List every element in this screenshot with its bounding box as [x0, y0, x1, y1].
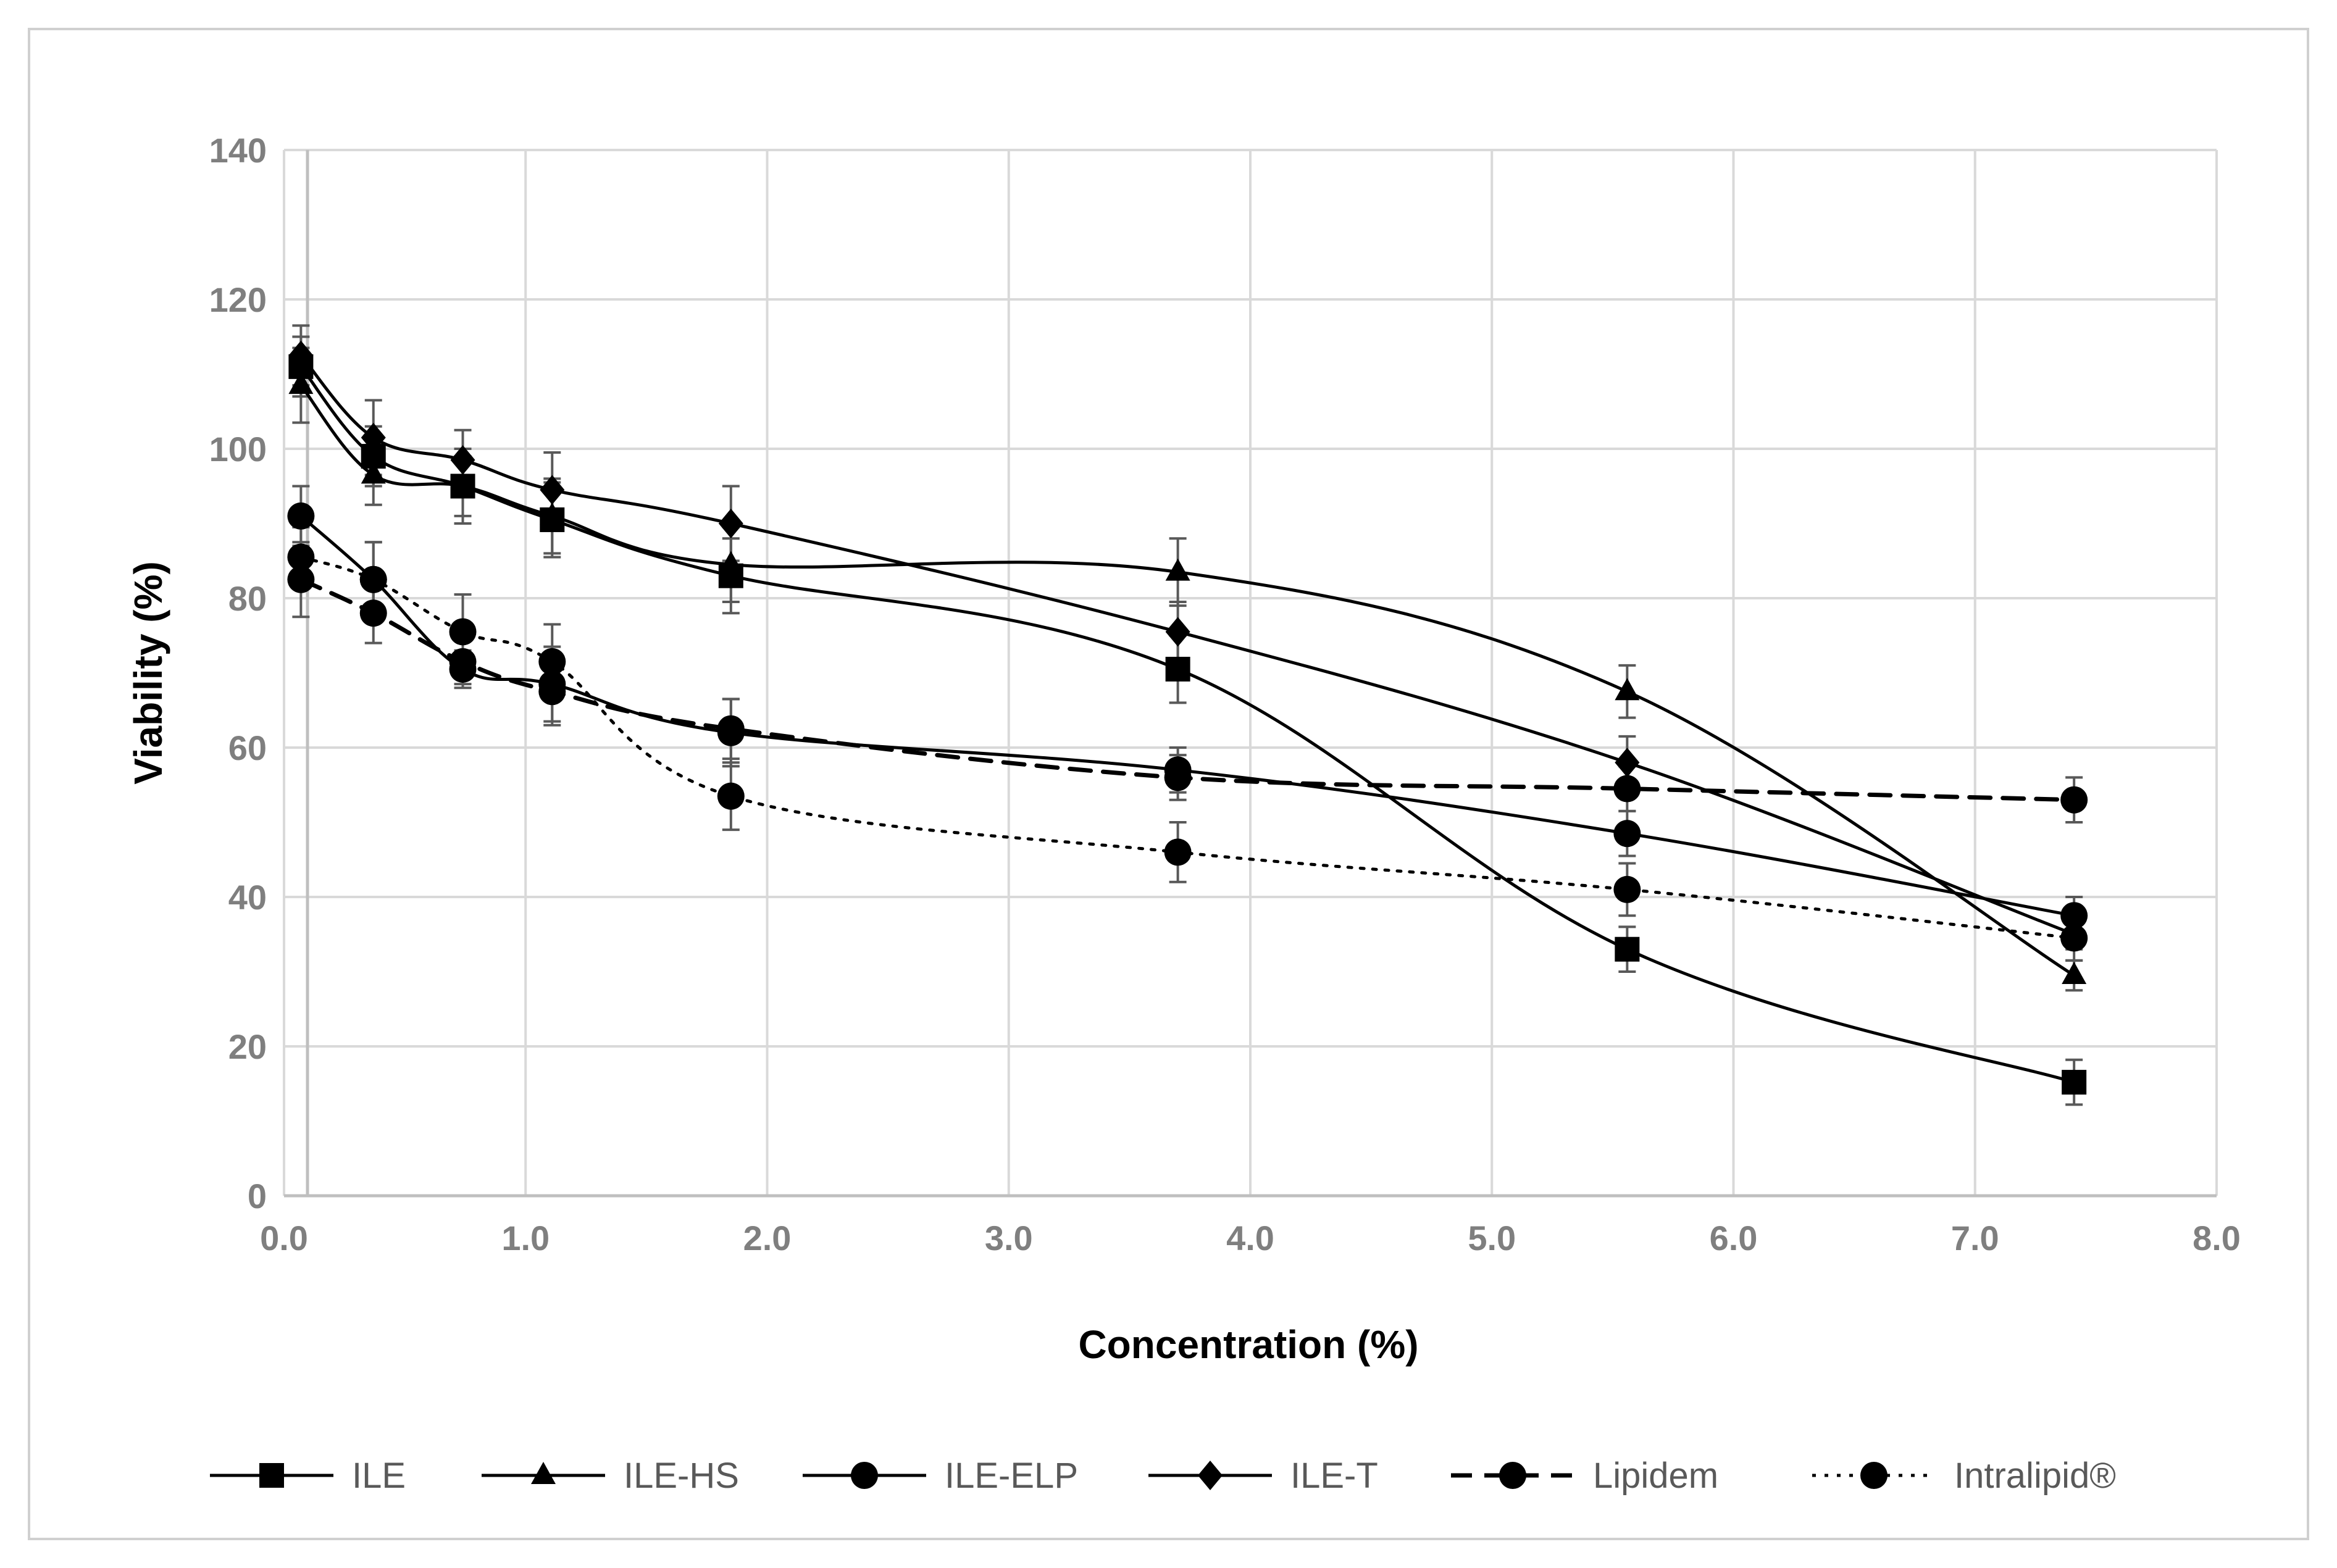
data-point-ile [1165, 656, 1190, 682]
data-point-ile-hs [540, 502, 565, 525]
data-point-ile-hs [2062, 962, 2087, 985]
data-point-lipidem [1613, 775, 1641, 803]
error-bars [292, 324, 2083, 1106]
x-tick-label: 4.0 [1226, 1219, 1274, 1257]
y-tick-label: 80 [228, 579, 267, 618]
data-point-ile-t [540, 475, 565, 505]
y-axis-title: Viability (%) [126, 561, 170, 785]
legend-marker-ile [259, 1463, 284, 1488]
y-tick-label: 20 [228, 1027, 267, 1066]
data-point-ile-hs [1615, 678, 1640, 701]
data-point-intralipid [359, 565, 387, 593]
chart-frame [28, 28, 2309, 1540]
axes: 0 20 40 60 80 100 120 140 0.0 1.0 2.0 3.0 4.0 5.0 6.0 7… [209, 131, 2241, 1257]
data-point-ile-hs [1165, 558, 1190, 581]
series-line-ile-t [299, 354, 2076, 936]
data-point-lipidem [1164, 764, 1192, 791]
data-point-intralipid [717, 782, 745, 810]
legend-label-lipidem: Lipidem [1593, 1456, 1718, 1496]
data-point-lipidem [538, 678, 566, 706]
legend-label-ile-elp: ILE-ELP [945, 1456, 1078, 1496]
data-point-ile [2062, 1070, 2087, 1095]
legend-marker-ile-hs [531, 1462, 556, 1484]
y-tick-label: 60 [228, 728, 267, 767]
data-point-lipidem [287, 565, 315, 593]
series-line-ile [299, 365, 2076, 1084]
data-point-intralipid [1164, 838, 1192, 866]
legend-label-intralipid: Intralipid® [1954, 1456, 2116, 1496]
x-tick-label: 5.0 [1468, 1219, 1516, 1257]
data-point-ile [1615, 936, 1640, 962]
data-point-ile-t [450, 445, 475, 475]
data-point-ile-elp [1613, 820, 1641, 848]
series-line-intralipid [299, 555, 2076, 940]
data-point-intralipid [287, 543, 315, 571]
y-tick-label: 0 [248, 1177, 267, 1216]
y-tick-label: 120 [209, 280, 267, 319]
data-point-lipidem [449, 648, 477, 675]
series-lines [298, 354, 2076, 1084]
data-point-intralipid [538, 648, 566, 675]
legend-label-ile-t: ILE-T [1290, 1456, 1378, 1496]
data-point-ile-t [1615, 748, 1640, 778]
x-axis-title: Concentration (%) [1078, 1322, 1418, 1367]
legend: ILE ILE-HS ILE-ELP ILE-T Lipidem Intralipid® [210, 1456, 2116, 1496]
x-tick-label: 2.0 [743, 1219, 792, 1257]
data-point-ile-t [288, 340, 314, 370]
legend-marker-ile-elp [851, 1462, 878, 1489]
legend-marker-lipidem [1499, 1462, 1526, 1489]
series-markers [287, 340, 2088, 1095]
data-point-ile-t [718, 509, 743, 538]
data-point-lipidem [359, 599, 387, 627]
x-tick-label: 7.0 [1951, 1219, 1999, 1257]
x-tick-label: 3.0 [985, 1219, 1033, 1257]
y-tick-label: 100 [209, 430, 267, 469]
data-point-ile-elp [287, 502, 315, 530]
data-point-ile-t [361, 422, 386, 452]
data-point-ile-t [1165, 617, 1190, 647]
data-point-ile-elp [2060, 902, 2088, 930]
data-point-intralipid [2060, 924, 2088, 952]
data-point-lipidem [2060, 786, 2088, 814]
legend-marker-intralipid [1860, 1462, 1888, 1489]
legend-label-ile: ILE [352, 1456, 406, 1496]
data-point-ile-hs [450, 472, 475, 495]
data-point-ile-hs [361, 461, 386, 484]
x-tick-label: 0.0 [260, 1219, 308, 1257]
x-tick-label: 6.0 [1710, 1219, 1758, 1257]
y-tick-label: 140 [209, 131, 267, 170]
data-point-ile-hs [718, 551, 743, 573]
data-point-intralipid [1613, 875, 1641, 903]
legend-marker-ile-t [1198, 1461, 1223, 1490]
x-tick-label: 8.0 [2193, 1219, 2241, 1257]
gridlines [283, 149, 2218, 1197]
data-point-ile-hs [288, 372, 314, 394]
data-point-lipidem [717, 715, 745, 743]
data-point-intralipid [449, 618, 477, 646]
x-tick-label: 1.0 [501, 1219, 550, 1257]
y-tick-label: 40 [228, 878, 267, 917]
legend-label-ile-hs: ILE-HS [624, 1456, 739, 1496]
series-line-lipidem [298, 577, 2076, 803]
